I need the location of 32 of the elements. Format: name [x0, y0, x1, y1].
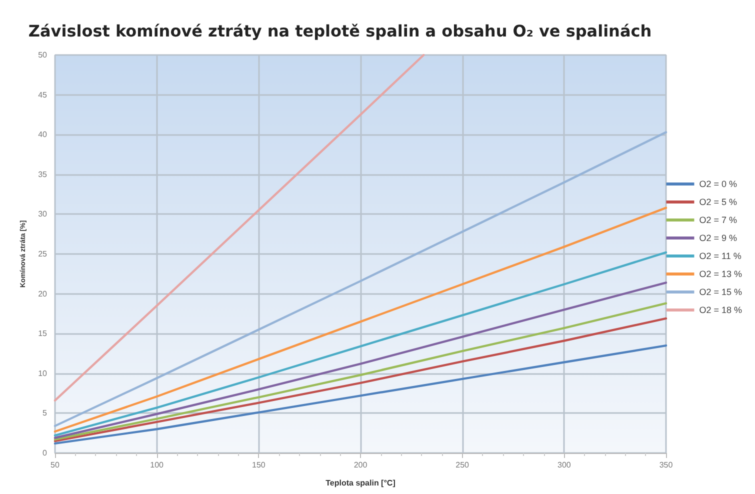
legend-label: O2 = 15 % — [699, 287, 742, 297]
y-tick-label: 5 — [42, 408, 48, 418]
legend-label: O2 = 13 % — [699, 269, 742, 279]
x-tick-label: 350 — [659, 460, 674, 470]
y-tick-label: 30 — [38, 210, 48, 219]
y-tick-label: 45 — [38, 90, 48, 100]
x-tick-label: 150 — [252, 460, 266, 470]
line-series — [54, 206, 668, 433]
x-tick-label: 250 — [456, 460, 470, 470]
y-tick-label: 35 — [38, 170, 48, 179]
y-tick-label: 0 — [42, 448, 48, 458]
x-tick-label: 200 — [354, 460, 368, 470]
legend-label: O2 = 0 % — [699, 179, 738, 189]
x-axis-title: Teplota spalin [°C] — [326, 478, 396, 488]
legend-label: O2 = 9 % — [699, 233, 738, 243]
line-series — [54, 131, 668, 428]
x-tick-label: 50 — [50, 460, 60, 470]
legend-label: O2 = 11 % — [699, 251, 742, 261]
x-tick-label: 100 — [150, 460, 164, 470]
y-tick-label: 40 — [38, 130, 48, 140]
line-series — [54, 54, 425, 402]
line-series — [54, 344, 668, 445]
y-tick-label: 10 — [38, 368, 48, 378]
legend-label: O2 = 7 % — [699, 215, 738, 225]
legend-label: O2 = 18 % — [699, 305, 742, 315]
y-tick-label: 20 — [38, 289, 48, 298]
y-tick-label: 15 — [38, 329, 48, 338]
x-tick-label: 300 — [557, 460, 572, 470]
chart-title: Závislost komínové ztráty na teplotě spalin a obsahu O₂ ve spalinách — [28, 22, 652, 40]
y-tick-label: 50 — [38, 50, 48, 60]
y-tick-label: 25 — [38, 250, 48, 258]
legend-label: O2 = 5 % — [699, 197, 738, 207]
